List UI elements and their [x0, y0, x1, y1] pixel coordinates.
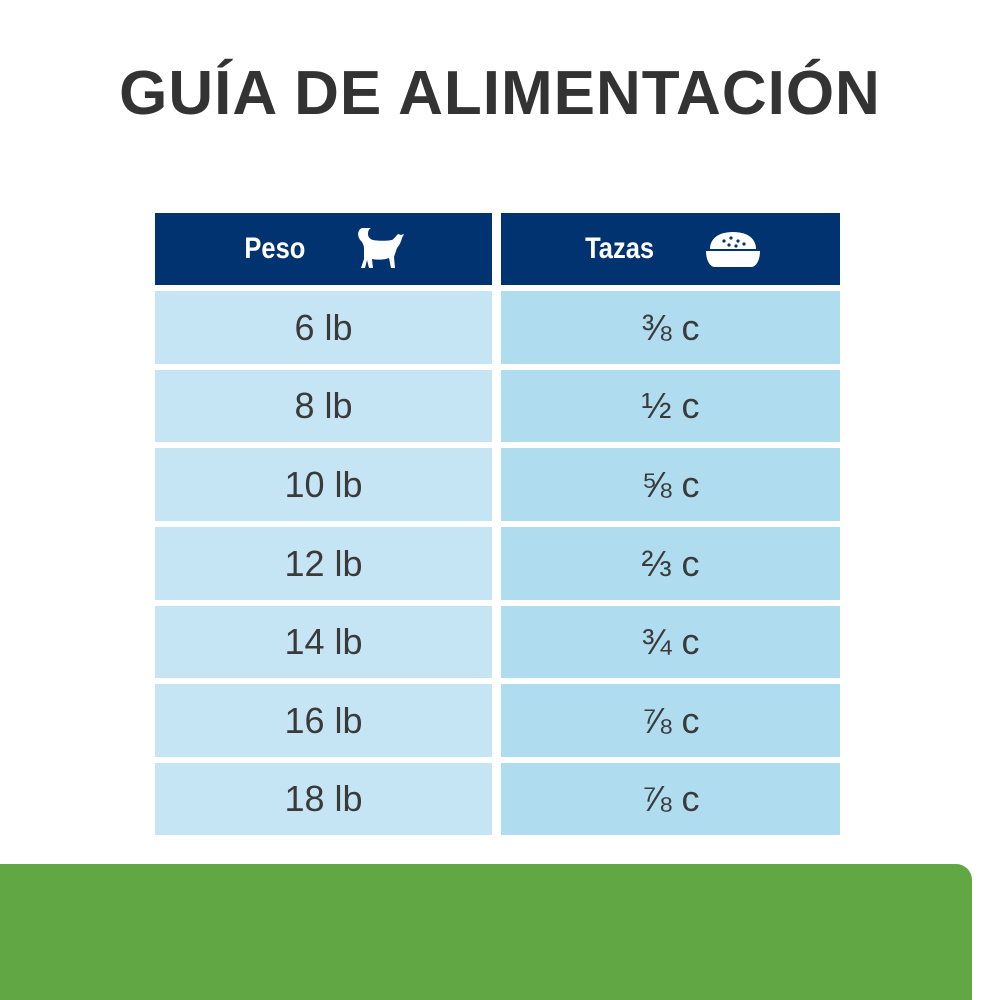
cups-cell: ⅞ c — [501, 684, 840, 757]
cups-cell: ⅔ c — [501, 527, 840, 600]
footer-band — [0, 864, 972, 1000]
cups-cell: ⅜ c — [501, 291, 840, 364]
cups-cell: ⅞ c — [501, 763, 840, 835]
weight-cell: 12 lb — [155, 527, 492, 600]
cups-cell: ¾ c — [501, 606, 840, 678]
cups-cell: ⅝ c — [501, 448, 840, 521]
weight-cell: 18 lb — [155, 763, 492, 835]
page-title: GUÍA DE ALIMENTACIÓN — [119, 59, 881, 128]
weight-cell: 16 lb — [155, 684, 492, 757]
header-weight-label: Peso — [244, 232, 305, 265]
header-cups: Tazas — [501, 213, 840, 285]
cups-cell: ½ c — [501, 370, 840, 442]
food-bowl-icon — [706, 232, 761, 267]
cat-icon — [358, 228, 405, 268]
header-weight: Peso — [155, 213, 492, 285]
weight-cell: 10 lb — [155, 448, 492, 521]
weight-cell: 8 lb — [155, 370, 492, 442]
weight-cell: 6 lb — [155, 291, 492, 364]
weight-cell: 14 lb — [155, 606, 492, 678]
header-cups-label: Tazas — [585, 232, 654, 265]
